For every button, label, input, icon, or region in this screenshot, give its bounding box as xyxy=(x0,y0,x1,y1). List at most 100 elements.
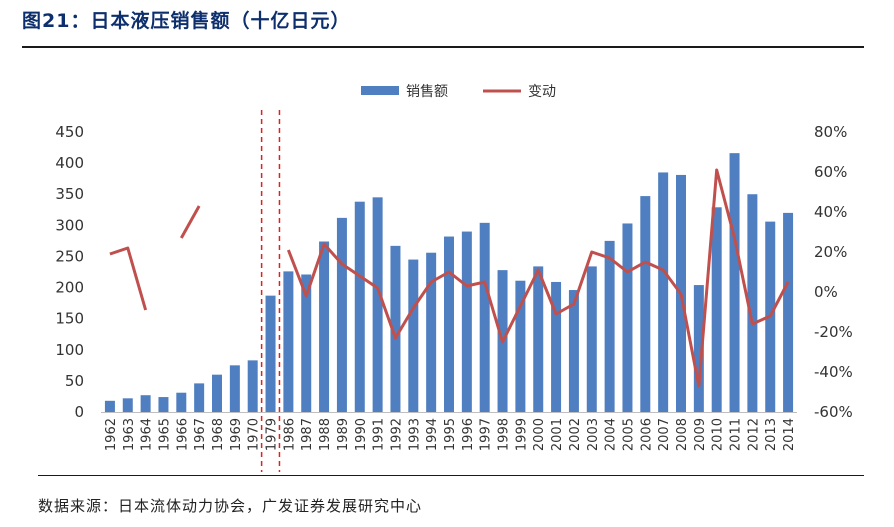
y-left-tick-label: 100 xyxy=(55,341,84,359)
bar xyxy=(461,231,472,412)
bar xyxy=(176,392,187,412)
y-left-tick-label: 300 xyxy=(55,216,84,234)
bar xyxy=(551,281,562,412)
x-tick-label: 2010 xyxy=(711,418,726,451)
x-tick-label: 1991 xyxy=(372,418,387,451)
x-tick-label: 1969 xyxy=(229,418,244,451)
y-right-tick-label: -60% xyxy=(814,403,853,421)
bar xyxy=(104,400,115,412)
x-tick-label: 1992 xyxy=(389,418,404,451)
bar xyxy=(622,223,633,412)
y-right-tick-label: 60% xyxy=(814,163,847,181)
x-tick-label: 2006 xyxy=(639,418,654,451)
bar xyxy=(140,395,151,412)
x-tick-label: 2011 xyxy=(729,418,744,451)
bar xyxy=(426,252,437,412)
x-tick-label: 1965 xyxy=(157,418,172,451)
x-tick-label: 2000 xyxy=(532,418,547,451)
legend: 销售额 变动 xyxy=(361,84,556,100)
figure-title: 图21：日本液压销售额（十亿日元） xyxy=(22,10,351,32)
x-tick-label: 1964 xyxy=(140,418,155,451)
x-tick-label: 2012 xyxy=(746,418,761,451)
legend-line-label: 变动 xyxy=(528,84,556,100)
bar xyxy=(783,212,794,412)
top-rule xyxy=(22,46,864,48)
y-right-tick-label: 40% xyxy=(814,203,847,221)
x-tick-label: 1998 xyxy=(497,418,512,451)
legend-bar-label: 销售额 xyxy=(406,84,448,100)
x-tick-label: 2014 xyxy=(782,418,797,451)
x-tick-label: 1979 xyxy=(265,418,280,451)
bar xyxy=(729,153,740,412)
x-tick-label: 1970 xyxy=(247,418,262,451)
bar xyxy=(640,196,651,412)
x-tick-label: 1990 xyxy=(354,418,369,451)
x-tick-label: 2009 xyxy=(693,418,708,451)
change-line xyxy=(179,205,201,239)
bar xyxy=(212,374,222,412)
change-line xyxy=(109,246,148,311)
bar xyxy=(658,172,669,412)
x-tick-label: 1994 xyxy=(425,418,440,451)
y-left-tick-label: 350 xyxy=(55,185,84,203)
x-tick-label: 1966 xyxy=(175,418,190,451)
x-tick-label: 2004 xyxy=(604,418,619,451)
y-right-tick-label: -40% xyxy=(814,363,853,381)
bar xyxy=(390,245,401,412)
bar xyxy=(586,266,597,412)
bar xyxy=(283,271,294,412)
y-left-tick-label: 450 xyxy=(55,123,84,141)
bar xyxy=(301,274,312,412)
bar xyxy=(229,365,240,412)
y-left-tick-label: 0 xyxy=(74,403,84,421)
x-tick-label: 1996 xyxy=(461,418,476,451)
x-tick-label: 2003 xyxy=(586,418,601,451)
x-tick-label: 2008 xyxy=(675,418,690,451)
bar xyxy=(319,241,330,412)
x-tick-label: 1963 xyxy=(122,418,137,451)
x-tick-label: 2001 xyxy=(550,418,565,451)
bottom-rule xyxy=(38,475,864,476)
x-tick-label: 1967 xyxy=(193,418,208,451)
bar xyxy=(515,280,526,412)
bar xyxy=(372,197,383,412)
bar xyxy=(479,222,490,412)
y-right-tick-label: 20% xyxy=(814,243,847,261)
bar xyxy=(408,259,419,412)
x-tick-label: 1986 xyxy=(282,418,297,451)
legend-bar-swatch xyxy=(361,86,399,95)
x-tick-label: 1968 xyxy=(211,418,226,451)
y-left-tick-label: 250 xyxy=(55,247,84,265)
x-tick-label: 1989 xyxy=(336,418,351,451)
bar xyxy=(711,207,722,412)
source-note: 数据来源：日本流体动力协会，广发证券发展研究中心 xyxy=(38,497,423,515)
y-right-tick-label: -20% xyxy=(814,323,853,341)
y-right-tick-label: 80% xyxy=(814,123,847,141)
x-tick-label: 2002 xyxy=(568,418,583,451)
bar xyxy=(336,217,347,412)
bar xyxy=(158,397,169,412)
x-tick-label: 1999 xyxy=(514,418,529,451)
bar xyxy=(693,285,704,412)
x-tick-label: 1988 xyxy=(318,418,333,451)
x-tick-label: 1997 xyxy=(479,418,494,451)
bar xyxy=(533,266,544,412)
y-left-tick-label: 50 xyxy=(65,372,84,390)
x-tick-label: 2007 xyxy=(657,418,672,451)
change-line xyxy=(286,168,790,388)
bar xyxy=(444,236,454,412)
bar xyxy=(122,398,133,412)
y-left-tick-label: 200 xyxy=(55,279,84,297)
x-tick-label: 2005 xyxy=(621,418,636,451)
bar xyxy=(604,240,615,412)
sales-chart: 0 50 100 150 200 250 300 350 400 450 -60% -40% -20% 0… xyxy=(55,84,853,472)
x-tick-label: 1995 xyxy=(443,418,458,451)
x-tick-label: 1962 xyxy=(104,418,119,451)
bar xyxy=(568,290,579,412)
bar xyxy=(194,383,205,412)
x-tick-label: 1993 xyxy=(407,418,422,451)
x-tick-label: 2013 xyxy=(764,418,779,451)
bar xyxy=(247,360,258,412)
y-right-tick-label: 0% xyxy=(814,283,838,301)
bar xyxy=(265,295,276,412)
